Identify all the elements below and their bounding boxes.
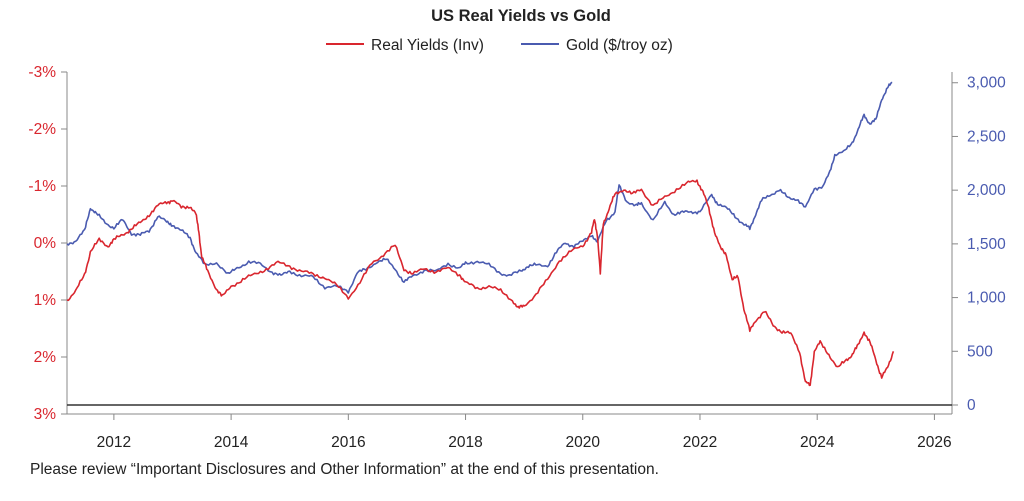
left-tick-label: 2% xyxy=(34,349,57,366)
left-tick-label: 3% xyxy=(34,406,57,423)
left-tick-label: -3% xyxy=(28,64,56,81)
right-tick-label: 1,000 xyxy=(967,290,1006,307)
left-tick-label: 1% xyxy=(34,292,57,309)
disclosure-footnote: Please review “Important Disclosures and… xyxy=(30,461,659,478)
right-axis-ticks: 0 500 1,000 1,500 2,000 2,500 3,000 xyxy=(952,75,1006,414)
left-tick-label: 0% xyxy=(34,235,57,252)
series-line-real-yields xyxy=(66,179,895,387)
x-tick-label: 2014 xyxy=(214,434,249,451)
series-line-gold xyxy=(66,81,893,294)
x-tick-label: 2016 xyxy=(331,434,365,451)
x-tick-label: 2020 xyxy=(566,434,601,451)
left-axis-ticks: -3% -2% -1% 0% 1% 2% 3% xyxy=(28,64,67,423)
legend-label-real-yields: Real Yields (Inv) xyxy=(371,37,484,54)
x-tick-label: 2026 xyxy=(917,434,951,451)
legend-label-gold: Gold ($/troy oz) xyxy=(566,37,673,54)
chart-title: US Real Yields vs Gold xyxy=(431,7,611,25)
x-tick-label: 2012 xyxy=(97,434,131,451)
legend: Real Yields (Inv) Gold ($/troy oz) xyxy=(326,37,673,54)
right-tick-label: 2,000 xyxy=(967,182,1006,199)
x-tick-label: 2018 xyxy=(448,434,482,451)
left-tick-label: -1% xyxy=(28,178,56,195)
x-tick-label: 2022 xyxy=(683,434,717,451)
right-tick-label: 3,000 xyxy=(967,75,1006,92)
right-tick-label: 0 xyxy=(967,397,976,414)
chart: US Real Yields vs Gold Real Yields (Inv)… xyxy=(28,7,1006,451)
plot-area: -3% -2% -1% 0% 1% 2% 3% 0 500 1,000 1,500 2,000 2,5… xyxy=(28,64,1006,451)
left-tick-label: -2% xyxy=(28,121,56,138)
x-axis-ticks: 2012 2014 2016 2018 2020 2022 2024 2026 xyxy=(97,414,952,451)
right-tick-label: 2,500 xyxy=(967,128,1006,145)
right-tick-label: 500 xyxy=(967,343,993,360)
series-layer xyxy=(66,81,895,387)
right-tick-label: 1,500 xyxy=(967,236,1006,253)
x-tick-label: 2024 xyxy=(800,434,835,451)
